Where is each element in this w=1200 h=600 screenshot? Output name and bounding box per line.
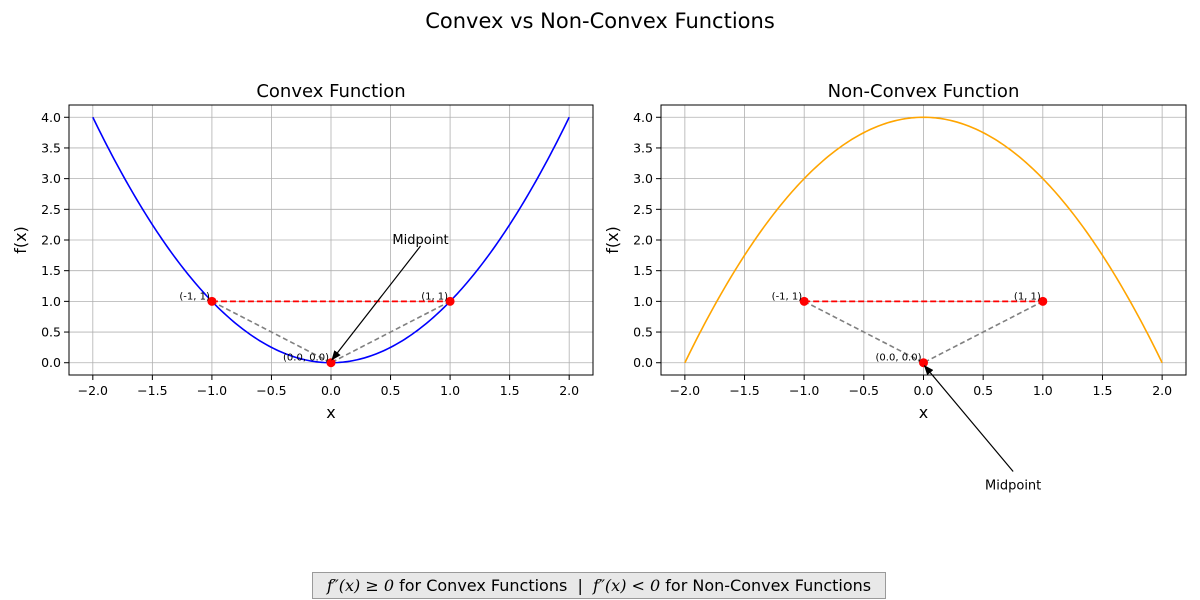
convex-point-label-2: (0.0, 0.0): [283, 353, 329, 364]
convex-y-tick-label: 1.0: [41, 294, 61, 309]
footer-convex-text: for Convex Functions |: [394, 576, 594, 595]
non-convex-annotation-arrow: [923, 364, 1014, 472]
convex-x-tick-label: 0.5: [381, 383, 401, 398]
non-convex-midpoint-line-1: [923, 300, 1044, 364]
non-convex-x-tick-label: 2.0: [1152, 383, 1172, 398]
convex-point-label-1: (1, 1): [421, 291, 448, 302]
non-convex-y-axis-label: f(x): [603, 226, 622, 254]
convex-y-tick-label: 4.0: [41, 110, 61, 125]
convex-y-tick-label: 0.0: [41, 355, 61, 370]
non-convex-point-0: [799, 296, 809, 306]
convex-chart: (-1, 1) (1, 1) (0.0, 0.0) Midpoint −2.0 −1.5 −…: [11, 81, 594, 422]
convex-y-axis-label: f(x): [11, 226, 30, 254]
convex-point-1: [445, 296, 455, 306]
convex-x-tick-label: 1.5: [500, 383, 520, 398]
non-convex-y-tick-label: 0.0: [633, 355, 653, 370]
non-convex-y-tick-label: 1.0: [633, 294, 653, 309]
convex-y-tick-label: 2.0: [41, 233, 61, 248]
non-convex-curve: [684, 116, 1163, 364]
non-convex-y-tick-label: 2.0: [633, 233, 653, 248]
convex-y-tick-label: 1.5: [41, 263, 61, 278]
non-convex-chart: (-1, 1) (1, 1) (0.0, 0.0) Midpoint −2.0 −1.5 −…: [603, 81, 1187, 493]
convex-x-tick-label: 1.0: [440, 383, 460, 398]
non-convex-grid: [661, 105, 1186, 375]
figure-title: Convex vs Non-Convex Functions: [425, 9, 775, 33]
convex-x-tick-label: −1.5: [137, 383, 167, 398]
convex-y-tick-label: 3.0: [41, 171, 61, 186]
convex-x-tick-label: −1.0: [197, 383, 227, 398]
footer-nonconvex-text: for Non-Convex Functions: [660, 576, 872, 595]
non-convex-x-tick-label: 1.0: [1033, 383, 1053, 398]
convex-grid: [69, 105, 593, 375]
convex-x-tick-label: −0.5: [256, 383, 286, 398]
convex-x-tick-label: 0.0: [321, 383, 341, 398]
convex-point-0: [207, 296, 217, 306]
non-convex-x-tick-label: −2.0: [670, 383, 700, 398]
footer-convex-expr: f″(x) ≥ 0: [326, 576, 395, 595]
footer-nonconvex-expr: f″(x) < 0: [593, 576, 661, 595]
convex-annotation-text: Midpoint: [392, 233, 448, 248]
convex-annotation-arrow: [331, 245, 422, 361]
non-convex-chart-title: Non-Convex Function: [828, 81, 1020, 102]
non-convex-x-tick-label: −0.5: [849, 383, 879, 398]
convex-x-tick-label: −2.0: [78, 383, 108, 398]
non-convex-y-tick-label: 4.0: [633, 110, 653, 125]
convex-x-axis-label: x: [326, 403, 335, 422]
non-convex-y-tick-label: 2.5: [633, 202, 653, 217]
non-convex-x-tick-label: 0.0: [914, 383, 934, 398]
non-convex-midpoint-line-0: [803, 300, 924, 364]
non-convex-y-tick-label: 0.5: [633, 325, 653, 340]
convex-y-tick-label: 2.5: [41, 202, 61, 217]
convex-x-tick-label: 2.0: [559, 383, 579, 398]
non-convex-y-tick-label: 1.5: [633, 263, 653, 278]
convex-chart-title: Convex Function: [256, 81, 405, 102]
non-convex-y-tick-label: 3.5: [633, 140, 653, 155]
non-convex-x-tick-label: −1.0: [789, 383, 819, 398]
non-convex-point-label-0: (-1, 1): [772, 291, 803, 302]
non-convex-x-axis-label: x: [919, 403, 928, 422]
non-convex-x-tick-label: 0.5: [973, 383, 993, 398]
non-convex-point-label-2: (0.0, 0.0): [876, 353, 922, 364]
non-convex-annotation-text: Midpoint: [985, 478, 1041, 493]
non-convex-point-1: [1038, 296, 1048, 306]
convex-y-tick-label: 0.5: [41, 325, 61, 340]
footer-note: f″(x) ≥ 0 for Convex Functions | f″(x) <…: [312, 572, 886, 599]
convex-midpoint-line-0: [211, 300, 332, 364]
non-convex-x-tick-label: 1.5: [1093, 383, 1113, 398]
non-convex-x-tick-label: −1.5: [729, 383, 759, 398]
non-convex-y-tick-label: 3.0: [633, 171, 653, 186]
non-convex-point-label-1: (1, 1): [1014, 291, 1041, 302]
convex-midpoint-line-1: [330, 300, 451, 364]
convex-point-label-0: (-1, 1): [179, 291, 210, 302]
convex-y-tick-label: 3.5: [41, 140, 61, 155]
